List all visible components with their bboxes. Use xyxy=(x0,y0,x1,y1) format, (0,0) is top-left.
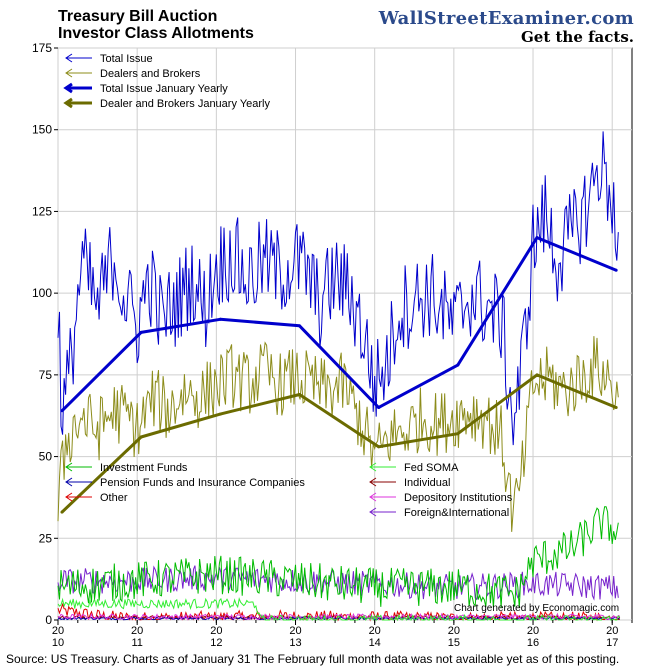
series-line-total-issue xyxy=(57,131,619,446)
legend-arrow-icon xyxy=(65,68,73,78)
yearly-point xyxy=(139,435,143,439)
y-tick-label: 75 xyxy=(39,368,53,382)
x-tick-label: 20 xyxy=(606,625,618,637)
x-tick-label: 20 xyxy=(369,625,381,637)
brand-tagline: Get the facts. xyxy=(520,28,634,46)
x-tick-label: 20 xyxy=(210,625,222,637)
yearly-point xyxy=(377,406,381,410)
series-line-dealers-and-brokers xyxy=(57,336,619,532)
y-tick-label: 125 xyxy=(32,204,52,218)
y-tick-label: 0 xyxy=(45,613,52,627)
yearly-point xyxy=(218,317,222,321)
legend-label: Total Issue January Yearly xyxy=(100,83,228,95)
legend-arrow-icon xyxy=(369,507,377,517)
series-layer xyxy=(57,131,621,622)
legend-label: Fed SOMA xyxy=(404,462,459,474)
x-tick-label: 16 xyxy=(527,637,539,649)
chart-subtitle: Investor Class Allotments xyxy=(58,25,254,42)
legend-arrow-icon xyxy=(63,82,73,94)
x-tick-label: 11 xyxy=(131,637,142,649)
legend-label: Dealer and Brokers January Yearly xyxy=(100,98,270,110)
series-line-dealer-and-brokers-january-yearly xyxy=(60,373,617,514)
chart-credit: Chart generated by Economagic.com xyxy=(454,603,620,614)
legend-label: Foreign&International xyxy=(404,507,509,519)
legend-label: Pension Funds and Insurance Companies xyxy=(100,477,305,489)
legend-layer: Total Issue Dealers and Brokers Total Issu… xyxy=(63,53,513,519)
yearly-point xyxy=(456,432,460,436)
legend-label: Investment Funds xyxy=(100,462,188,474)
yearly-point xyxy=(535,373,539,377)
legend-arrow-icon xyxy=(65,462,73,472)
legend-arrow-icon xyxy=(65,477,73,487)
yearly-point xyxy=(456,363,460,367)
x-tick-label: 20 xyxy=(527,625,539,637)
legend-label: Other xyxy=(100,492,128,504)
x-tick-label: 17 xyxy=(606,637,618,649)
x-tick-label: 20 xyxy=(448,625,460,637)
grid-layer xyxy=(57,47,633,621)
y-tick-label: 100 xyxy=(32,286,52,300)
legend-label: Total Issue xyxy=(100,53,153,65)
y-tick-label: 50 xyxy=(39,450,53,464)
chart-title: Treasury Bill Auction xyxy=(58,8,218,25)
brand-logo-text[interactable]: WallStreetExaminer.com xyxy=(378,8,634,29)
yearly-layer xyxy=(60,236,618,514)
legend-arrow-icon xyxy=(369,492,377,502)
y-tick-label: 175 xyxy=(32,41,52,55)
axis-layer: 0255075100125150175201020112012201320142… xyxy=(32,41,633,649)
series-line-investment-funds xyxy=(57,506,619,608)
legend-arrow-icon xyxy=(369,462,377,472)
legend-label: Depository Institutions xyxy=(404,492,513,504)
legend-label: Dealers and Brokers xyxy=(100,68,201,80)
legend-arrow-icon xyxy=(369,477,377,487)
yearly-point xyxy=(377,445,381,449)
x-tick-label: 14 xyxy=(369,637,381,649)
yearly-point xyxy=(139,330,143,334)
source-note: Source: US Treasury. Charts as of Januar… xyxy=(6,652,620,666)
yearly-point xyxy=(297,392,301,396)
legend-arrow-icon xyxy=(63,97,73,109)
x-tick-label: 13 xyxy=(289,637,301,649)
series-line-foreign-international xyxy=(57,565,619,601)
legend-arrow-icon xyxy=(65,53,73,63)
yearly-point xyxy=(60,409,64,413)
x-tick-label: 20 xyxy=(289,625,301,637)
x-tick-label: 20 xyxy=(131,625,143,637)
yearly-point xyxy=(297,324,301,328)
x-tick-label: 12 xyxy=(210,637,222,649)
yearly-point xyxy=(60,510,64,514)
legend-arrow-icon xyxy=(65,492,73,502)
y-tick-label: 25 xyxy=(39,531,53,545)
legend-label: Individual xyxy=(404,477,450,489)
x-tick-label: 20 xyxy=(52,625,64,637)
x-tick-label: 10 xyxy=(52,637,64,649)
series-line-fed-soma xyxy=(57,597,621,622)
y-tick-label: 150 xyxy=(32,123,52,137)
yearly-point xyxy=(218,412,222,416)
yearly-point xyxy=(614,268,618,272)
yearly-point xyxy=(535,236,539,240)
x-tick-label: 15 xyxy=(448,637,460,649)
yearly-point xyxy=(614,406,618,410)
plot-frame xyxy=(57,47,633,621)
series-line-total-issue-january-yearly xyxy=(60,236,617,412)
